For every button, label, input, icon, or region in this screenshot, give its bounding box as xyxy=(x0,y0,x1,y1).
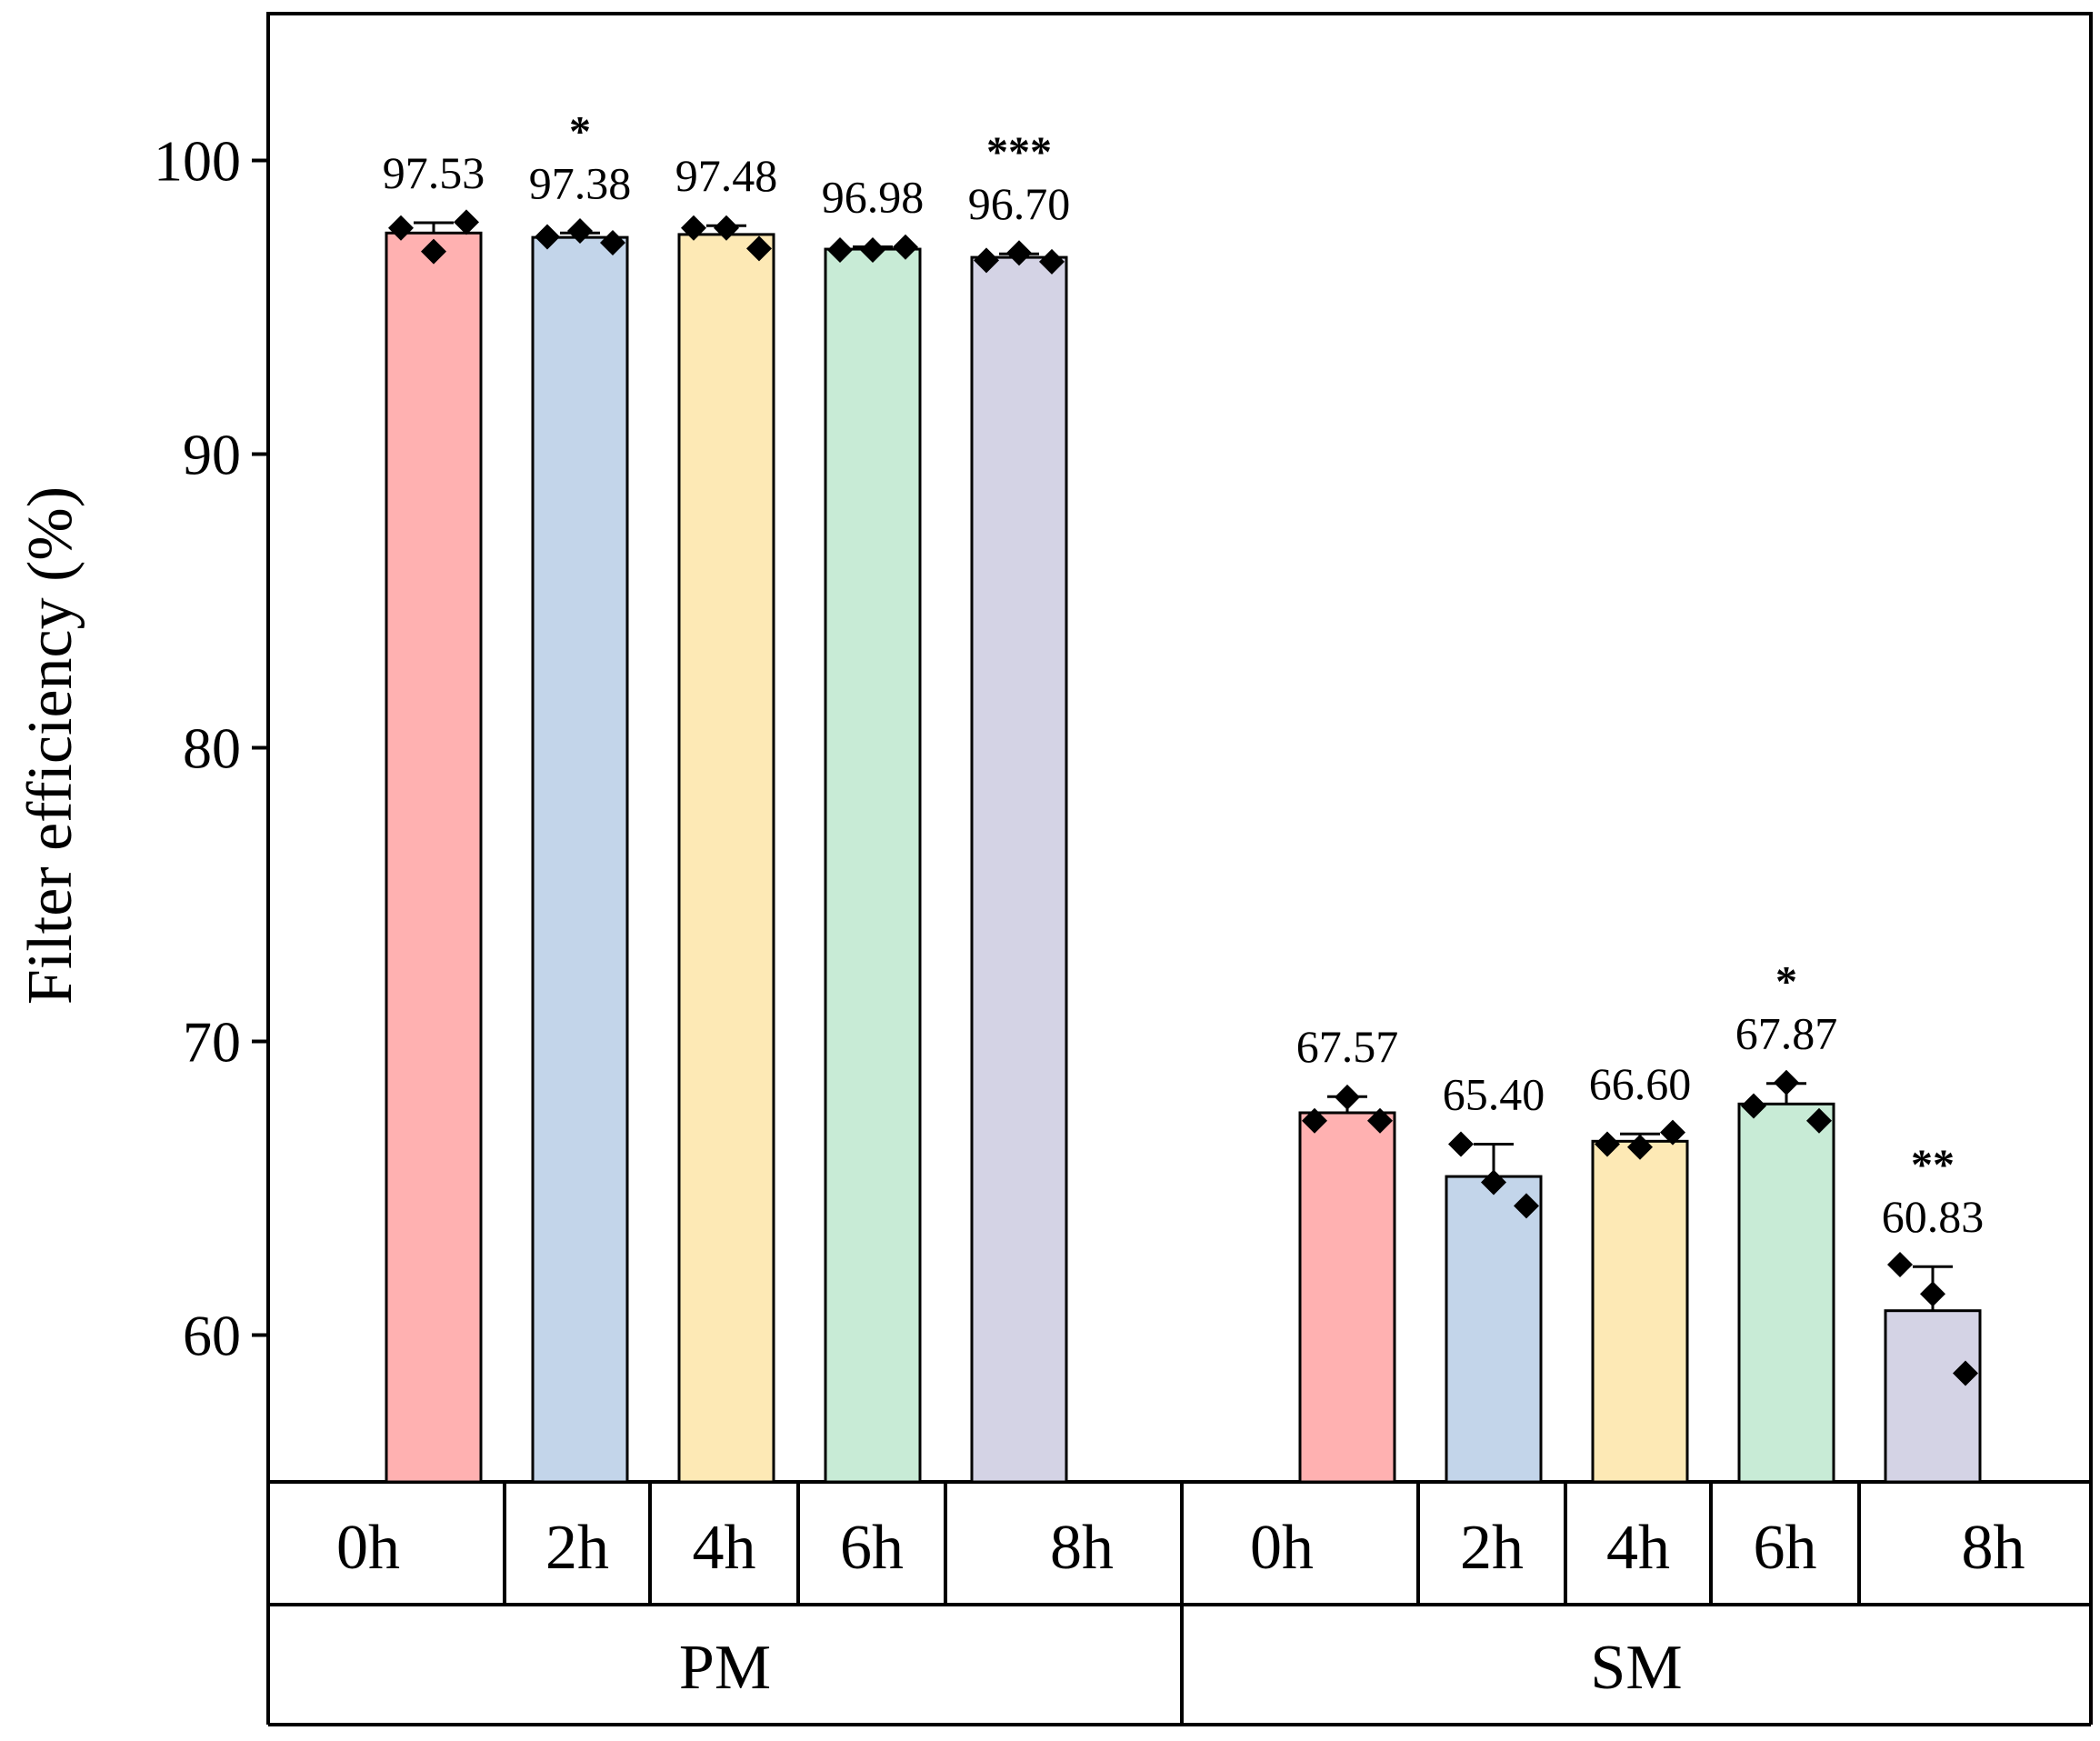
data-point xyxy=(388,215,414,241)
value-label: 67.87 xyxy=(1735,1008,1838,1059)
data-point xyxy=(1920,1281,1945,1307)
time-label: 0h xyxy=(336,1513,400,1583)
time-label: 0h xyxy=(1250,1513,1314,1583)
data-point xyxy=(681,215,706,241)
y-axis-label: Filter efficiency (%) xyxy=(15,486,85,1005)
time-label: 4h xyxy=(693,1513,756,1583)
data-point xyxy=(1774,1069,1799,1096)
data-point xyxy=(1806,1107,1832,1134)
group-label-sm: SM xyxy=(1590,1633,1682,1703)
data-point xyxy=(1448,1131,1474,1157)
value-label: 96.70 xyxy=(968,178,1071,229)
value-label: 60.83 xyxy=(1882,1191,1985,1242)
significance-label: *** xyxy=(986,128,1052,176)
data-point xyxy=(1953,1360,1978,1386)
time-label: 4h xyxy=(1606,1513,1670,1583)
time-label: 2h xyxy=(1460,1513,1524,1583)
value-label: 67.57 xyxy=(1296,1021,1399,1072)
data-point xyxy=(1595,1131,1620,1157)
y-tick-label: 60 xyxy=(183,1304,241,1368)
data-point xyxy=(714,215,739,241)
data-point xyxy=(827,237,853,264)
data-point xyxy=(454,209,479,235)
data-point xyxy=(893,234,918,260)
data-point xyxy=(1627,1134,1653,1160)
data-point xyxy=(1335,1084,1360,1110)
bar-sm-2h xyxy=(1445,1175,1543,1484)
data-point xyxy=(1660,1119,1685,1146)
bar-pm-0h xyxy=(385,231,483,1484)
time-label: 6h xyxy=(840,1513,904,1583)
y-tick-label: 90 xyxy=(183,423,241,487)
time-label: 2h xyxy=(545,1513,609,1583)
value-label: 66.60 xyxy=(1589,1058,1692,1109)
bar-pm-4h xyxy=(677,233,775,1484)
data-point xyxy=(1039,248,1065,275)
data-point xyxy=(1887,1251,1913,1277)
value-label: 97.48 xyxy=(675,150,778,201)
data-point xyxy=(1514,1193,1539,1219)
bar-sm-6h xyxy=(1737,1102,1835,1484)
value-label: 97.53 xyxy=(383,147,485,198)
bar-pm-8h xyxy=(970,255,1068,1484)
data-point xyxy=(1006,240,1032,266)
significance-label: * xyxy=(569,107,591,155)
y-axis: 60 70 80 90 100 xyxy=(154,129,268,1368)
data-point xyxy=(746,235,772,262)
bar-sm-0h xyxy=(1298,1111,1396,1484)
y-tick-label: 80 xyxy=(183,716,241,781)
bar-sm-4h xyxy=(1591,1139,1689,1484)
data-point xyxy=(974,247,999,274)
y-tick-label: 100 xyxy=(154,129,241,194)
category-strip: PM 0h 2h 4h 6h 8h SM 0h 2h 4h 6h 8h xyxy=(336,1482,2025,1725)
significance-label: * xyxy=(1775,958,1797,1006)
bar-pm-2h xyxy=(531,235,629,1484)
time-label: 8h xyxy=(1962,1513,2025,1583)
data-point xyxy=(860,237,885,264)
data-point xyxy=(600,229,625,255)
data-point xyxy=(1741,1093,1766,1119)
value-label: 97.38 xyxy=(529,157,632,208)
group-label-pm: PM xyxy=(679,1633,771,1703)
bar-sm-8h xyxy=(1884,1309,1982,1484)
data-point xyxy=(1481,1169,1506,1196)
y-tick-label: 70 xyxy=(183,1010,241,1075)
time-label: 6h xyxy=(1754,1513,1817,1583)
time-label: 8h xyxy=(1050,1513,1114,1583)
data-point xyxy=(535,224,560,250)
data-point xyxy=(421,238,446,265)
value-label: 96.98 xyxy=(822,171,925,222)
bar-pm-6h xyxy=(824,247,922,1484)
data-point xyxy=(1367,1107,1393,1134)
significance-label: ** xyxy=(1911,1141,1955,1189)
data-point xyxy=(1302,1107,1327,1134)
data-point xyxy=(567,218,593,245)
value-label: 65.40 xyxy=(1443,1069,1545,1120)
